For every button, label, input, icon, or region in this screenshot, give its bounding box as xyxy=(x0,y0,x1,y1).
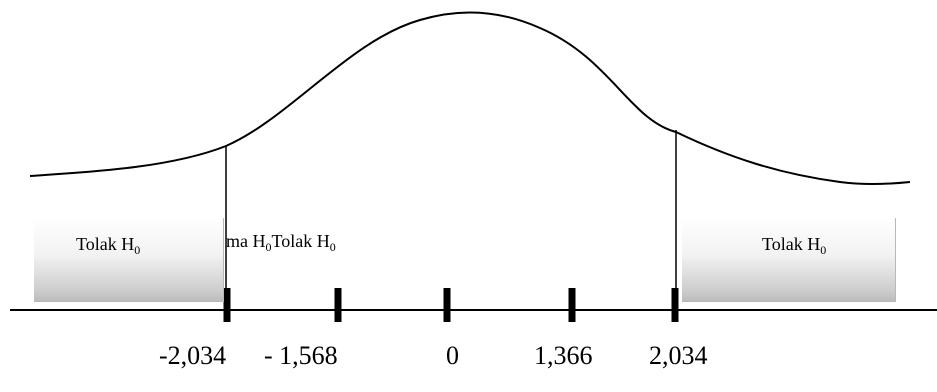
left-region-label: Tolak H0 xyxy=(76,233,141,257)
left-region-text: Tolak H xyxy=(76,234,135,254)
axis-label-1-366: 1,366 xyxy=(534,341,593,370)
left-region-subscript: 0 xyxy=(134,243,141,257)
middle-reject-subscript: 0 xyxy=(329,240,336,254)
right-region-subscript: 0 xyxy=(820,243,827,257)
normal-distribution-curve xyxy=(29,11,911,185)
right-region-label: Tolak H0 xyxy=(762,233,827,257)
acceptance-region-subscript: 0 xyxy=(265,240,272,254)
axis-label-neg-1-568: - 1,568 xyxy=(264,341,338,370)
axis-label-neg-2-034: -2,034 xyxy=(159,341,227,370)
left-rejection-region xyxy=(34,218,224,302)
axis-label-zero: 0 xyxy=(446,341,459,370)
right-rejection-region xyxy=(682,218,896,302)
acceptance-region-text: ma H xyxy=(226,231,266,251)
acceptance-region-label: ma H0Tolak H0 xyxy=(226,230,336,254)
right-region-text: Tolak H xyxy=(762,234,821,254)
axis-label-2-034: 2,034 xyxy=(649,341,708,370)
middle-reject-text: Tolak H xyxy=(271,231,330,251)
